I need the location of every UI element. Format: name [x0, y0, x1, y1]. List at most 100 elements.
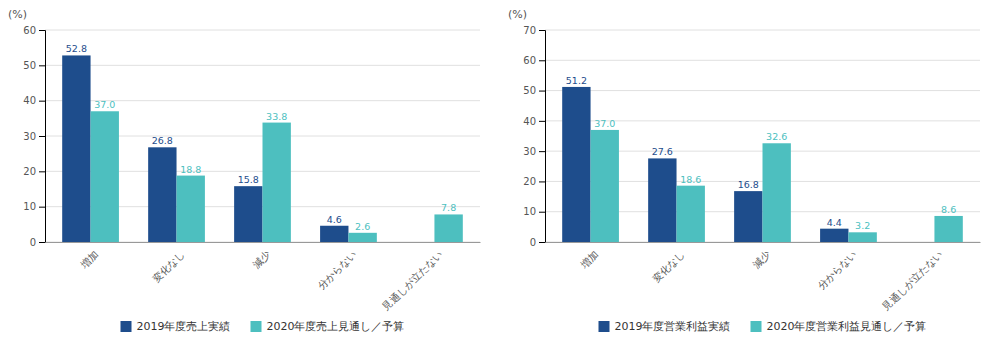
tick-label: 60: [23, 25, 36, 36]
grid: [45, 30, 480, 242]
tick: 分からない: [815, 248, 858, 291]
legend-item: 2020年度売上見通し／予算: [251, 320, 405, 333]
bar: [348, 233, 376, 242]
data-label: 15.8: [238, 174, 259, 185]
bar: [734, 191, 762, 242]
data-label: 3.2: [855, 220, 870, 231]
legend-swatch: [751, 321, 762, 332]
tick-label: 分からない: [815, 248, 858, 291]
legend-swatch: [121, 321, 132, 332]
bar: [91, 111, 119, 242]
panel: 010203040506070増加変化なし減少分からない見通しが立たない51.2…: [508, 8, 981, 333]
tick: 50: [23, 60, 45, 71]
tick: 40: [23, 95, 45, 106]
bars: [562, 87, 963, 242]
data-label: 18.6: [680, 174, 701, 185]
legend: 2019年度営業利益実績 2020年度営業利益見通し／予算: [599, 320, 927, 333]
data-label: 4.6: [327, 214, 342, 225]
legend-item: 2020年度営業利益見通し／予算: [751, 320, 927, 333]
tick-label: 40: [23, 95, 36, 106]
bars: [62, 55, 463, 242]
tick: 10: [23, 201, 45, 212]
tick: 0: [530, 237, 545, 248]
tick: 70: [523, 25, 545, 36]
axis-line: [46, 242, 481, 243]
tick-label: 50: [23, 60, 36, 71]
tick-mark: [39, 101, 45, 102]
tick-label: 30: [523, 146, 536, 157]
data-label: 37.0: [94, 99, 115, 110]
data-label: 2.6: [355, 221, 370, 232]
tick-mark: [39, 30, 45, 31]
bar: [406, 242, 434, 243]
legend-swatch: [251, 321, 262, 332]
tick: 見通しが立たない: [880, 248, 944, 312]
bar: [677, 186, 705, 242]
data-labels: 51.227.616.84.437.018.632.63.28.6: [566, 75, 956, 231]
tick-mark: [539, 121, 545, 122]
bar: [763, 143, 791, 242]
tick-label: 分からない: [315, 248, 358, 291]
tick: 0: [30, 237, 45, 248]
grid-line: [545, 30, 980, 31]
tick-mark: [39, 242, 45, 243]
tick-mark: [539, 181, 545, 182]
tick: 50: [523, 85, 545, 96]
tick: 60: [23, 25, 45, 36]
tick-mark: [539, 212, 545, 213]
tick: 20: [23, 166, 45, 177]
tick: 変化なし: [150, 248, 186, 284]
tick: 変化なし: [650, 248, 686, 284]
tick-label: 増加: [578, 248, 601, 271]
tick-label: 見通しが立たない: [880, 248, 944, 312]
chart-svg: 0102030405060増加変化なし減少分からない見通しが立たない52.826…: [0, 0, 1000, 357]
bar: [562, 87, 590, 242]
data-label: 51.2: [566, 75, 587, 86]
tick-label: 30: [23, 131, 36, 142]
tick: 分からない: [315, 248, 358, 291]
tick-mark: [539, 151, 545, 152]
tick-mark: [539, 242, 545, 243]
tick-mark: [539, 91, 545, 92]
legend-label: 2019年度売上実績: [137, 320, 231, 333]
legend-label: 2020年度営業利益見通し／予算: [767, 320, 927, 333]
data-label: 33.8: [266, 111, 287, 122]
bar: [648, 158, 676, 242]
bar: [62, 55, 90, 242]
tick: 30: [23, 131, 45, 142]
tick-label: 変化なし: [650, 248, 686, 284]
tick-label: 60: [523, 55, 536, 66]
tick: 減少: [751, 248, 773, 270]
tick-label: 10: [523, 206, 536, 217]
y-axis: 010203040506070: [523, 25, 545, 248]
tick: 見通しが立たない: [380, 248, 444, 312]
tick-label: 0: [30, 237, 36, 248]
axis-line: [39, 31, 46, 243]
bar: [263, 123, 291, 242]
tick-label: 0: [530, 237, 536, 248]
grid-line: [545, 60, 980, 61]
data-label: 27.6: [652, 146, 673, 157]
bar: [148, 147, 176, 242]
legend-label: 2019年度営業利益実績: [615, 320, 731, 333]
tick: 増加: [578, 248, 601, 271]
grid-line: [45, 65, 480, 66]
legend-label: 2020年度売上見通し／予算: [267, 320, 405, 333]
legend-item: 2019年度営業利益実績: [599, 320, 731, 333]
tick-label: 増加: [78, 248, 101, 271]
tick-label: 40: [523, 116, 536, 127]
axis-line: [546, 242, 981, 243]
tick-mark: [39, 171, 45, 172]
panel: 0 10 20 30 40 50 60 増加 変化なし 減少 分からない見通しが立たない 52.8 26…: [8, 8, 481, 333]
grid: [545, 30, 980, 242]
tick: 30: [523, 146, 545, 157]
tick: 減少: [251, 248, 273, 270]
data-label: 16.8: [738, 179, 759, 190]
data-label: 26.8: [152, 135, 173, 146]
data-label: 52.8: [66, 43, 87, 54]
tick: 増加: [78, 248, 101, 271]
tick-mark: [39, 65, 45, 66]
bar: [934, 216, 962, 242]
x-axis: 増加 変化なし 減少 分からない見通しが立たない: [546, 243, 981, 313]
bar: [434, 214, 462, 242]
